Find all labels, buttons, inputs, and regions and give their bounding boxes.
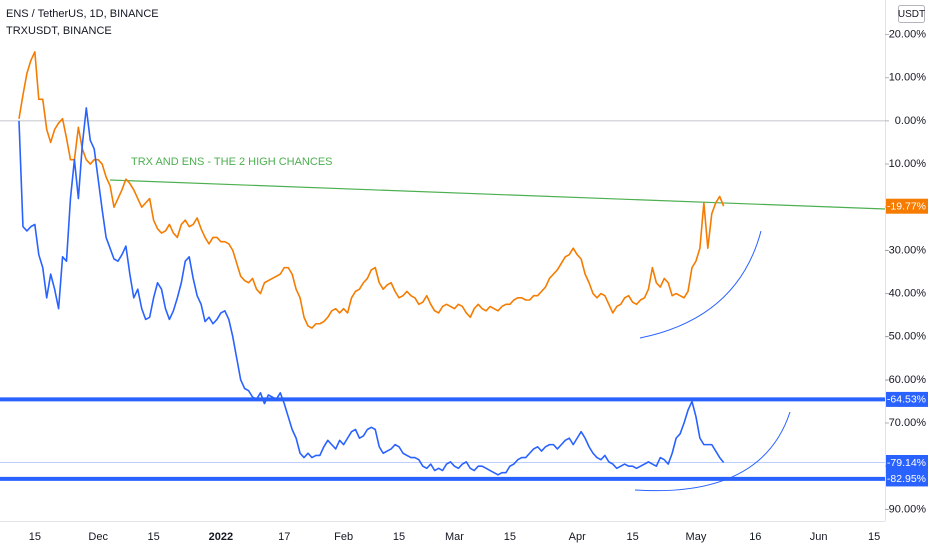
x-tick-label: 16 <box>749 531 761 543</box>
x-tick-label: 17 <box>278 531 290 543</box>
x-tick-label: 15 <box>626 531 638 543</box>
last-value-label: -79.14% <box>887 457 926 469</box>
horizontal-line-label-box <box>886 471 928 487</box>
x-tick-label: 15 <box>393 531 405 543</box>
trend-line <box>109 179 886 210</box>
x-tick-label: May <box>686 531 707 543</box>
chart-title: ENS / TetherUS, 1D, BINANCE <box>6 8 159 20</box>
last-value-label: -19.77% <box>887 200 926 212</box>
y-tick-label: -30.00% <box>885 244 926 256</box>
x-tick-label: Apr <box>569 531 586 543</box>
horizontal-line-label: -82.95% <box>887 473 926 485</box>
y-tick-label: -90.00% <box>885 503 926 515</box>
y-tick-label: 20.00% <box>889 28 927 40</box>
currency-button[interactable] <box>898 5 925 23</box>
x-tick-label: 2022 <box>209 531 233 543</box>
x-tick-label: Mar <box>445 531 464 543</box>
y-tick-label: -40.00% <box>885 287 926 299</box>
y-tick-label: -10.00% <box>885 158 926 170</box>
drawn-arc <box>639 230 762 339</box>
x-tick-label: 15 <box>29 531 41 543</box>
y-tick-label: 0.00% <box>895 115 926 127</box>
x-tick-label: 15 <box>868 531 880 543</box>
x-tick-label: 15 <box>504 531 516 543</box>
x-tick-label: Feb <box>334 531 353 543</box>
series-line <box>18 51 725 329</box>
drawn-arc <box>634 411 791 492</box>
x-tick-label: Dec <box>88 531 108 543</box>
currency-label: USDT <box>898 9 925 20</box>
horizontal-line-label: -64.53% <box>887 394 926 406</box>
series-line <box>18 107 725 476</box>
x-tick-label: 15 <box>147 531 159 543</box>
y-tick-label: 10.00% <box>889 72 927 84</box>
y-tick-label: -50.00% <box>885 331 926 343</box>
annotation: TRX AND ENS - THE 2 HIGH CHANCES <box>131 156 333 168</box>
y-tick-label: -70.00% <box>885 417 926 429</box>
x-tick-label: Jun <box>810 531 828 543</box>
last-value-label-box <box>886 198 928 214</box>
y-tick-label: -60.00% <box>885 374 926 386</box>
chart-subtitle: TRXUSDT, BINANCE <box>6 25 112 37</box>
horizontal-line-label-box <box>886 391 928 407</box>
